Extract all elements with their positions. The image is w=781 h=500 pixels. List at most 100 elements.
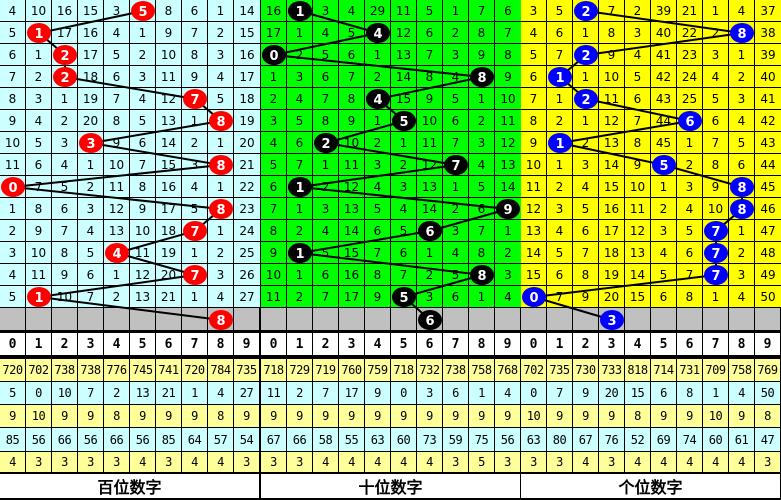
stat-cell: 4 [182,452,208,473]
column-header: 1 [547,333,573,356]
stat-cell: 738 [443,359,469,382]
stat-cell: 3 [417,382,443,405]
stat-cell: 745 [130,359,156,382]
grid-cell [443,154,469,176]
grid-cell: 2 [365,66,391,88]
grid-cell: 13 [599,132,625,154]
grid-cell: 1 [182,110,208,132]
grid-cell [469,264,495,286]
grid-cell: 4 [365,176,391,198]
grid-cell: 1 [703,0,729,22]
stat-cell: 9 [339,405,365,428]
grid-cell: 1 [313,154,339,176]
column-header: 8 [469,333,495,356]
column-header: 2 [313,333,339,356]
grid-cell: 4 [573,176,599,198]
grid-cell: 6 [313,66,339,88]
grid-cell: 1 [573,110,599,132]
grid-cell: 1 [677,132,703,154]
grid-cell: 2 [677,154,703,176]
grid-cell: 18 [78,66,104,88]
grid-cell: 3 [677,176,703,198]
forecast-cell [26,308,52,332]
grid-cell: 9 [156,22,182,44]
grid-cell: 7 [313,286,339,308]
grid-cell: 1 [495,220,522,242]
stat-cell: 3 [599,452,625,473]
grid-cell: 42 [755,110,781,132]
grid-cell: 19 [234,110,261,132]
grid-cell [573,88,599,110]
grid-cell: 18 [156,220,182,242]
forecast-cell [469,308,495,332]
stat-cell: 4 [573,452,599,473]
grid-cell: 7 [547,286,573,308]
grid-cell: 7 [287,154,313,176]
grid-cell: 6 [547,22,573,44]
panel-2: 3 5 7 2 39 21 1 4 37 4 6 1 8 3 40 22 2 38 5 7 9 4 41 23 3 1 39 6 1 10… [521,0,781,498]
stat-cell: 74 [677,428,703,452]
forecast-cell [729,308,755,332]
stat-cell: 64 [182,428,208,452]
divider [0,330,260,333]
grid-cell: 1 [651,176,677,198]
grid-cell: 7 [469,220,495,242]
stat-cell: 0 [391,382,417,405]
grid-cell [313,132,339,154]
grid-cell: 7 [339,66,365,88]
forecast-cell [0,308,26,332]
stat-cell: 784 [208,359,234,382]
grid-cell: 1 [26,44,52,66]
forecast-cell [573,308,599,332]
grid-cell: 2 [52,110,78,132]
grid-cell [729,198,755,220]
column-header: 3 [339,333,365,356]
stat-cell: 5 [0,382,26,405]
stat-cell: 718 [261,359,287,382]
stat-cell: 9 [391,405,417,428]
stat-cell: 9 [677,405,703,428]
stat-cell: 9 [547,405,573,428]
grid-cell: 10 [339,132,365,154]
grid-cell: 4 [208,286,234,308]
grid-cell: 13 [339,198,365,220]
grid-cell: 7 [261,198,287,220]
grid-cell: 1 [0,198,26,220]
grid-cell: 15 [599,176,625,198]
stat-cell: 66 [104,428,130,452]
grid-cell: 4 [130,88,156,110]
grid-cell: 4 [677,198,703,220]
grid-cell: 7 [130,154,156,176]
grid-cell: 14 [599,154,625,176]
stat-cell: 80 [547,428,573,452]
grid-cell: 5 [130,110,156,132]
grid-cell: 8 [417,66,443,88]
grid-cell: 2 [78,176,104,198]
stat-cell: 733 [599,359,625,382]
column-header: 5 [391,333,417,356]
grid-cell: 7 [104,88,130,110]
grid-cell: 4 [729,0,755,22]
grid-cell: 1 [182,286,208,308]
stat-cell: 758 [729,359,755,382]
stat-cell: 3 [443,452,469,473]
grid-cell: 4 [52,154,78,176]
grid-cell: 10 [625,176,651,198]
grid-cell: 2 [469,110,495,132]
forecast-cell [677,308,703,332]
grid-cell: 8 [339,88,365,110]
grid-cell: 5 [26,132,52,154]
stat-cell: 735 [547,359,573,382]
grid-cell [417,220,443,242]
grid-cell: 4 [0,0,26,22]
grid-cell: 1 [208,176,234,198]
grid-cell: 42 [651,66,677,88]
stat-cell: 9 [729,405,755,428]
forecast-cell [52,308,78,332]
grid-cell [26,22,52,44]
grid-cell: 1 [104,264,130,286]
stat-cell: 3 [547,452,573,473]
grid-cell: 4 [208,66,234,88]
grid-cell: 1 [261,66,287,88]
grid-cell: 11 [339,154,365,176]
